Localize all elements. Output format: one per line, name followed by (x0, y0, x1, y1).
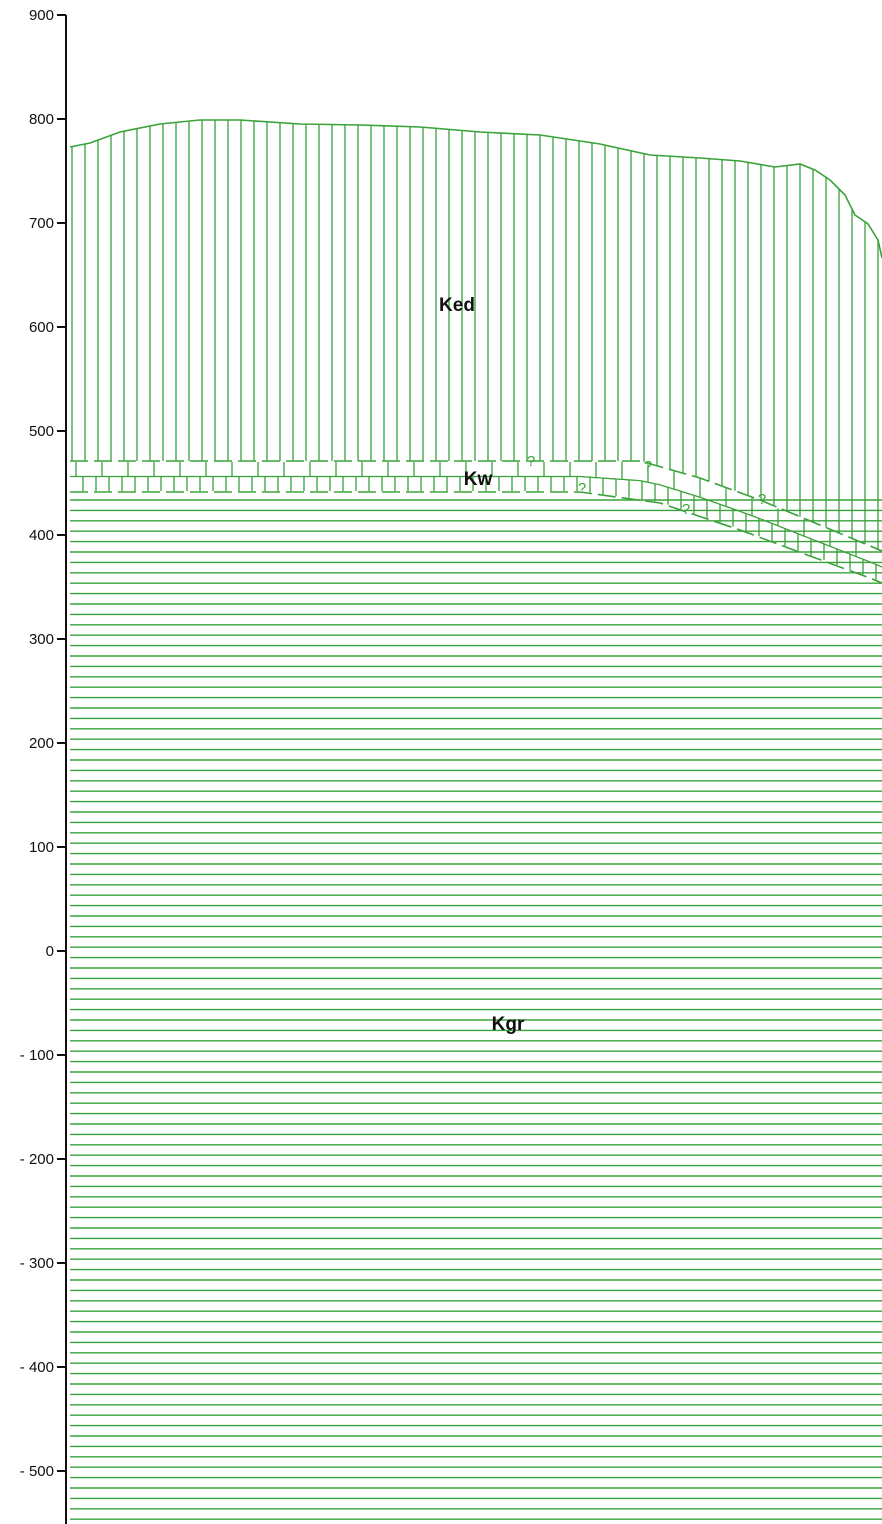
ked-vertical-hatch (71, 120, 879, 550)
axis-tick-label: 200 (29, 735, 54, 752)
axis-tick-label: - 400 (20, 1359, 54, 1376)
axis-tick-label: - 300 (20, 1255, 54, 1272)
uncertain-contact-question-mark: ? (682, 501, 690, 518)
unit-label-ked: Ked (439, 295, 475, 316)
ked-kw-contact (70, 460, 882, 552)
uncertain-contact-question-mark: ? (578, 480, 586, 497)
axis-tick-label: 700 (29, 215, 54, 232)
axis-tick-label: 0 (46, 943, 54, 960)
elevation-axis: 900 800 700 600 500 400 300 200 100 0 - 100 - 200 - … (20, 7, 67, 1524)
axis-tick-label: - 500 (20, 1463, 54, 1480)
axis-tick-label: 300 (29, 631, 54, 648)
uncertain-contact-markers: ????? (527, 453, 766, 518)
axis-tick-label: 600 (29, 319, 54, 336)
ground-surface-line (69, 119, 882, 259)
unit-label-kgr: Kgr (492, 1014, 525, 1035)
uncertain-contact-question-mark: ? (758, 491, 766, 508)
axis-tick-label: - 200 (20, 1151, 54, 1168)
axis-tick-label: - 100 (20, 1047, 54, 1064)
axis-tick-label: 900 (29, 7, 54, 24)
axis-tick-label: 500 (29, 423, 54, 440)
kgr-horizontal-hatch (70, 499, 882, 1520)
uncertain-contact-question-mark: ? (644, 458, 652, 475)
kw-block-pattern (70, 462, 882, 580)
kw-kgr-contact (70, 491, 882, 584)
kw-midline (70, 475, 882, 568)
axis-tick-label: 100 (29, 839, 54, 856)
axis-tick-label: 800 (29, 111, 54, 128)
axis-tick-label: 400 (29, 527, 54, 544)
formation-contacts (69, 119, 882, 584)
uncertain-contact-question-mark: ? (527, 453, 535, 470)
unit-label-kw: Kw (464, 469, 493, 490)
